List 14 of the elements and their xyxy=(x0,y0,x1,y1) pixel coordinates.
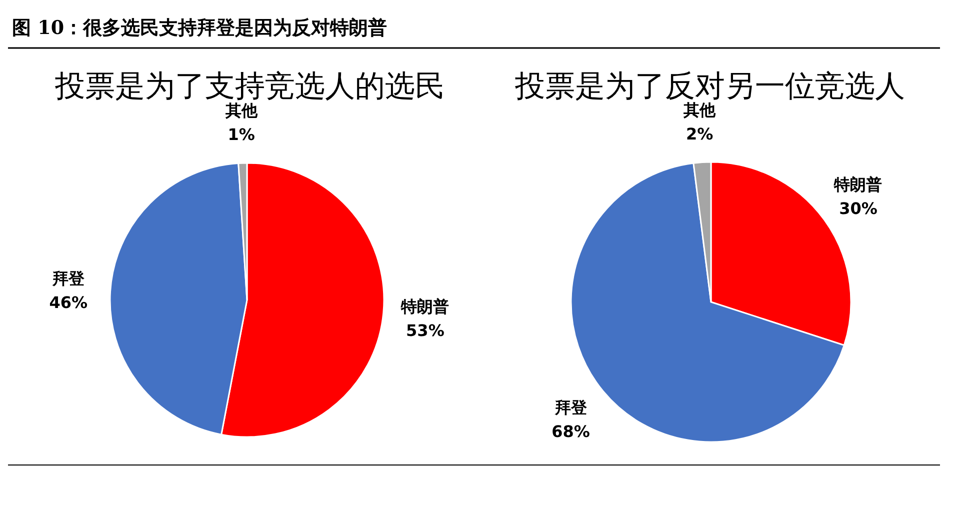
caption: 图 10：很多选民支持拜登是因为反对特朗普 xyxy=(12,17,388,39)
slice-label: 特朗普 xyxy=(400,296,450,316)
slice-label: 特朗普 xyxy=(833,175,882,194)
slice-label: 其他 xyxy=(224,101,258,120)
data-label: 46% xyxy=(49,292,88,312)
slice-label: 拜登 xyxy=(554,398,588,418)
slice-label: 拜登 xyxy=(51,268,86,288)
data-label: 2% xyxy=(686,124,714,144)
chart-title: 投票是为了支持竞选人的选民 xyxy=(54,69,445,104)
slice-label: 其他 xyxy=(682,100,717,120)
data-label: 53% xyxy=(406,320,444,340)
data-label: 68% xyxy=(552,422,590,442)
data-label: 30% xyxy=(839,199,878,218)
data-label: 1% xyxy=(228,125,255,144)
